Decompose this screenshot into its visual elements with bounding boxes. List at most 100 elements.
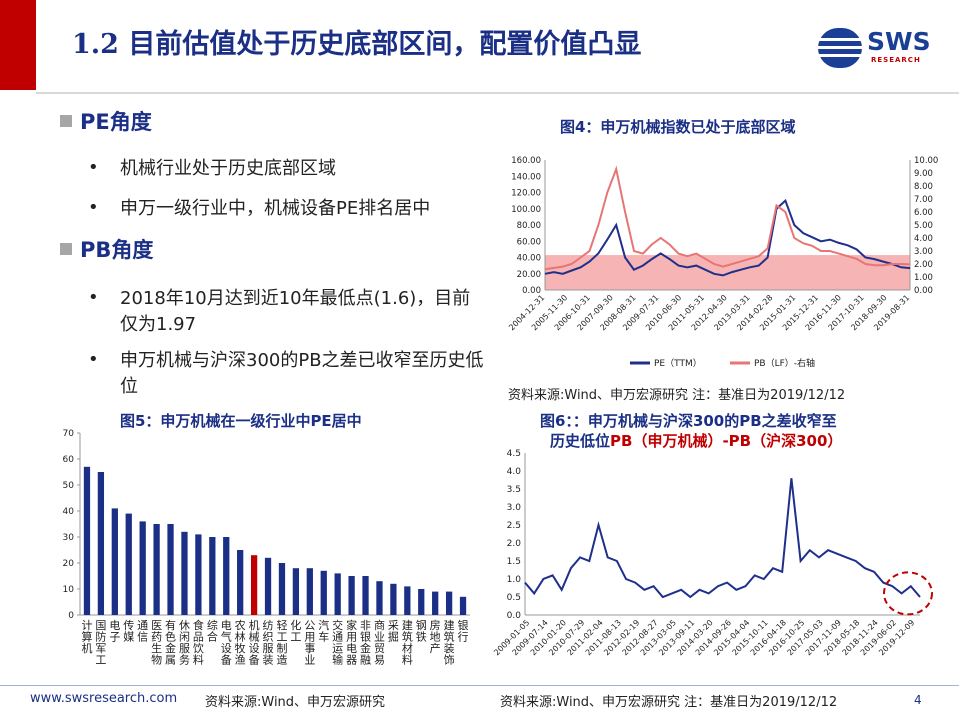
x-tick-label: 钢铁 [416, 619, 427, 644]
y-tick-label-left: 120.00 [511, 189, 541, 199]
y-tick-label-right: 5.00 [914, 221, 933, 231]
y-tick-label: 60 [63, 455, 75, 465]
x-tick-label: 商业贸易 [374, 618, 385, 667]
sws-logo-icon [818, 28, 862, 68]
footer-source-left: 资料来源:Wind、申万宏源研究 [205, 695, 386, 710]
bar [195, 534, 202, 615]
y-tick-label-left: 80.00 [517, 221, 541, 231]
y-tick-label-right: 4.00 [914, 234, 933, 244]
x-tick-label: 建筑装饰 [444, 618, 455, 667]
y-tick-label-right: 9.00 [914, 169, 933, 179]
bar [209, 537, 216, 615]
bar [125, 513, 132, 615]
x-tick-label: 通信 [137, 619, 148, 644]
bar [459, 596, 467, 615]
x-tick-label: 家用电器 [346, 618, 357, 667]
title-accent-bar [0, 0, 36, 90]
y-tick-label-right: 7.00 [914, 195, 933, 205]
y-tick-label: 0.0 [507, 611, 522, 621]
shaded-band [545, 255, 910, 290]
x-tick-label: 机械设备 [249, 618, 260, 667]
y-tick-label-right: 6.00 [914, 208, 933, 218]
y-tick-label-right: 1.00 [914, 273, 933, 283]
y-tick-label: 4.5 [507, 449, 521, 459]
bullet-dot-icon: • [88, 349, 99, 370]
fig6-chart: 0.00.51.01.52.02.53.03.54.04.52009-01-05… [492, 449, 933, 657]
x-tick-label: 医药生物 [151, 619, 162, 667]
bar [404, 586, 411, 615]
y-tick-label: 0.5 [507, 593, 521, 603]
x-tick-label: 银行 [458, 618, 469, 644]
bar [181, 531, 188, 615]
bullet-text: 申万机械与沪深300的PB之差已收窄至历史低位 [120, 350, 484, 397]
x-tick-label: 公用事业 [304, 619, 315, 667]
bar [139, 521, 146, 615]
y-tick-label-right: 8.00 [914, 182, 933, 192]
footer-source-right: 资料来源:Wind、申万宏源研究 注：基准日为2019/12/12 [500, 695, 838, 710]
bar [334, 573, 341, 615]
x-tick-label: 非银金融 [360, 619, 371, 667]
x-tick-label: 综合 [207, 618, 218, 644]
x-tick-label: 食品饮料 [193, 618, 204, 667]
highlight-circle [883, 571, 933, 616]
bar [153, 524, 160, 615]
y-tick-label-left: 40.00 [517, 254, 541, 264]
bullet-text: 机械行业处于历史底部区域 [120, 158, 336, 179]
bar [83, 466, 91, 615]
y-tick-label: 30 [63, 533, 75, 543]
bar [264, 557, 272, 615]
x-tick-label: 交通运输 [332, 618, 343, 667]
fig6-title-formula: PB（申万机械）-PB（沪深300） [610, 432, 843, 450]
bar [320, 570, 327, 615]
x-tick-label: 汽车 [318, 618, 329, 644]
y-tick-label-left: 160.00 [511, 156, 541, 166]
bar [97, 472, 105, 615]
y-tick-label-left: 100.00 [511, 205, 541, 215]
x-tick-label: 电子 [109, 619, 120, 644]
fig4-chart: 0.00 20.00 40.00 60.00 80.00 100.00 120.00 140.… [507, 156, 938, 369]
bar [376, 581, 383, 615]
y-tick-label-right: 0.00 [914, 286, 933, 296]
page-title: 1.2 目前估值处于历史底部区间，配置价值凸显 [72, 29, 642, 60]
bar [418, 589, 425, 615]
y-tick-label-right: 3.00 [914, 247, 933, 257]
y-tick-label: 40 [63, 507, 75, 517]
y-tick-label: 10 [63, 585, 75, 595]
pe-series-line [544, 198, 911, 277]
fig6-title-line1: 图6：：申万机械与沪深300的PB之差收窄至 [540, 412, 837, 430]
bullet-dot-icon: • [88, 197, 99, 218]
bar [445, 591, 453, 615]
x-tick-label: 有色金属 [165, 618, 176, 667]
bar [348, 576, 355, 615]
logo-text: SWS [867, 27, 931, 56]
y-tick-label-right: 2.00 [914, 260, 933, 270]
bullet-text: 申万一级行业中，机械设备PE排名居中 [120, 198, 431, 219]
bar [362, 576, 369, 615]
y-tick-label: 2.0 [507, 539, 522, 549]
legend-pb-label: PB（LF）-右轴 [754, 357, 815, 369]
bar [111, 508, 118, 615]
pb-series-line [544, 165, 911, 271]
y-tick-label: 1.0 [507, 575, 522, 585]
bar [250, 555, 258, 615]
y-tick-label: 20 [63, 559, 75, 569]
bullet-dot-icon: • [88, 157, 99, 178]
title-divider [36, 92, 959, 94]
footer-url[interactable]: www.swsresearch.com [30, 691, 178, 706]
bar [390, 583, 397, 615]
section-heading-pe: PE角度 [80, 110, 152, 134]
y-tick-label-left: 20.00 [517, 270, 541, 280]
x-tick-label: 休闲服务 [179, 619, 190, 667]
bar [223, 537, 230, 615]
x-tick-label: 电气设备 [221, 619, 232, 667]
x-tick-label: 化工 [290, 618, 301, 644]
square-bullet-icon [60, 115, 72, 127]
bar [432, 591, 439, 615]
y-tick-label: 70 [63, 429, 75, 439]
y-tick-label-left: 140.00 [511, 172, 541, 182]
y-tick-label: 1.5 [507, 557, 521, 567]
bullet-dot-icon: • [88, 287, 99, 308]
x-tick-label: 国防军工 [95, 619, 106, 667]
fig6-title-prefix: 历史低位 [550, 432, 611, 450]
y-tick-label: 50 [63, 481, 75, 491]
